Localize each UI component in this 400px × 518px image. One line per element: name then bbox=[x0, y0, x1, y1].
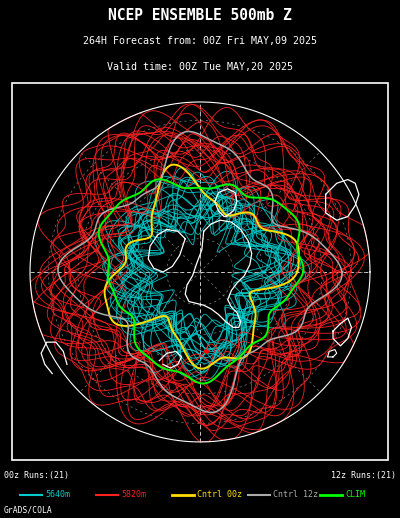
Text: Cntrl 12z: Cntrl 12z bbox=[273, 490, 318, 499]
Text: NCEP ENSEMBLE 500mb Z: NCEP ENSEMBLE 500mb Z bbox=[108, 7, 292, 22]
Text: Valid time: 00Z Tue MAY,20 2025: Valid time: 00Z Tue MAY,20 2025 bbox=[107, 62, 293, 71]
Text: Cntrl 00z: Cntrl 00z bbox=[197, 490, 242, 499]
Text: 12z Runs:(21): 12z Runs:(21) bbox=[331, 471, 396, 480]
Text: GrADS/COLA: GrADS/COLA bbox=[4, 506, 53, 515]
Text: 264H Forecast from: 00Z Fri MAY,09 2025: 264H Forecast from: 00Z Fri MAY,09 2025 bbox=[83, 36, 317, 46]
Text: 5820m: 5820m bbox=[121, 490, 146, 499]
Text: CLIM: CLIM bbox=[345, 490, 365, 499]
Text: 5640m: 5640m bbox=[45, 490, 70, 499]
Text: 00z Runs:(21): 00z Runs:(21) bbox=[4, 471, 69, 480]
